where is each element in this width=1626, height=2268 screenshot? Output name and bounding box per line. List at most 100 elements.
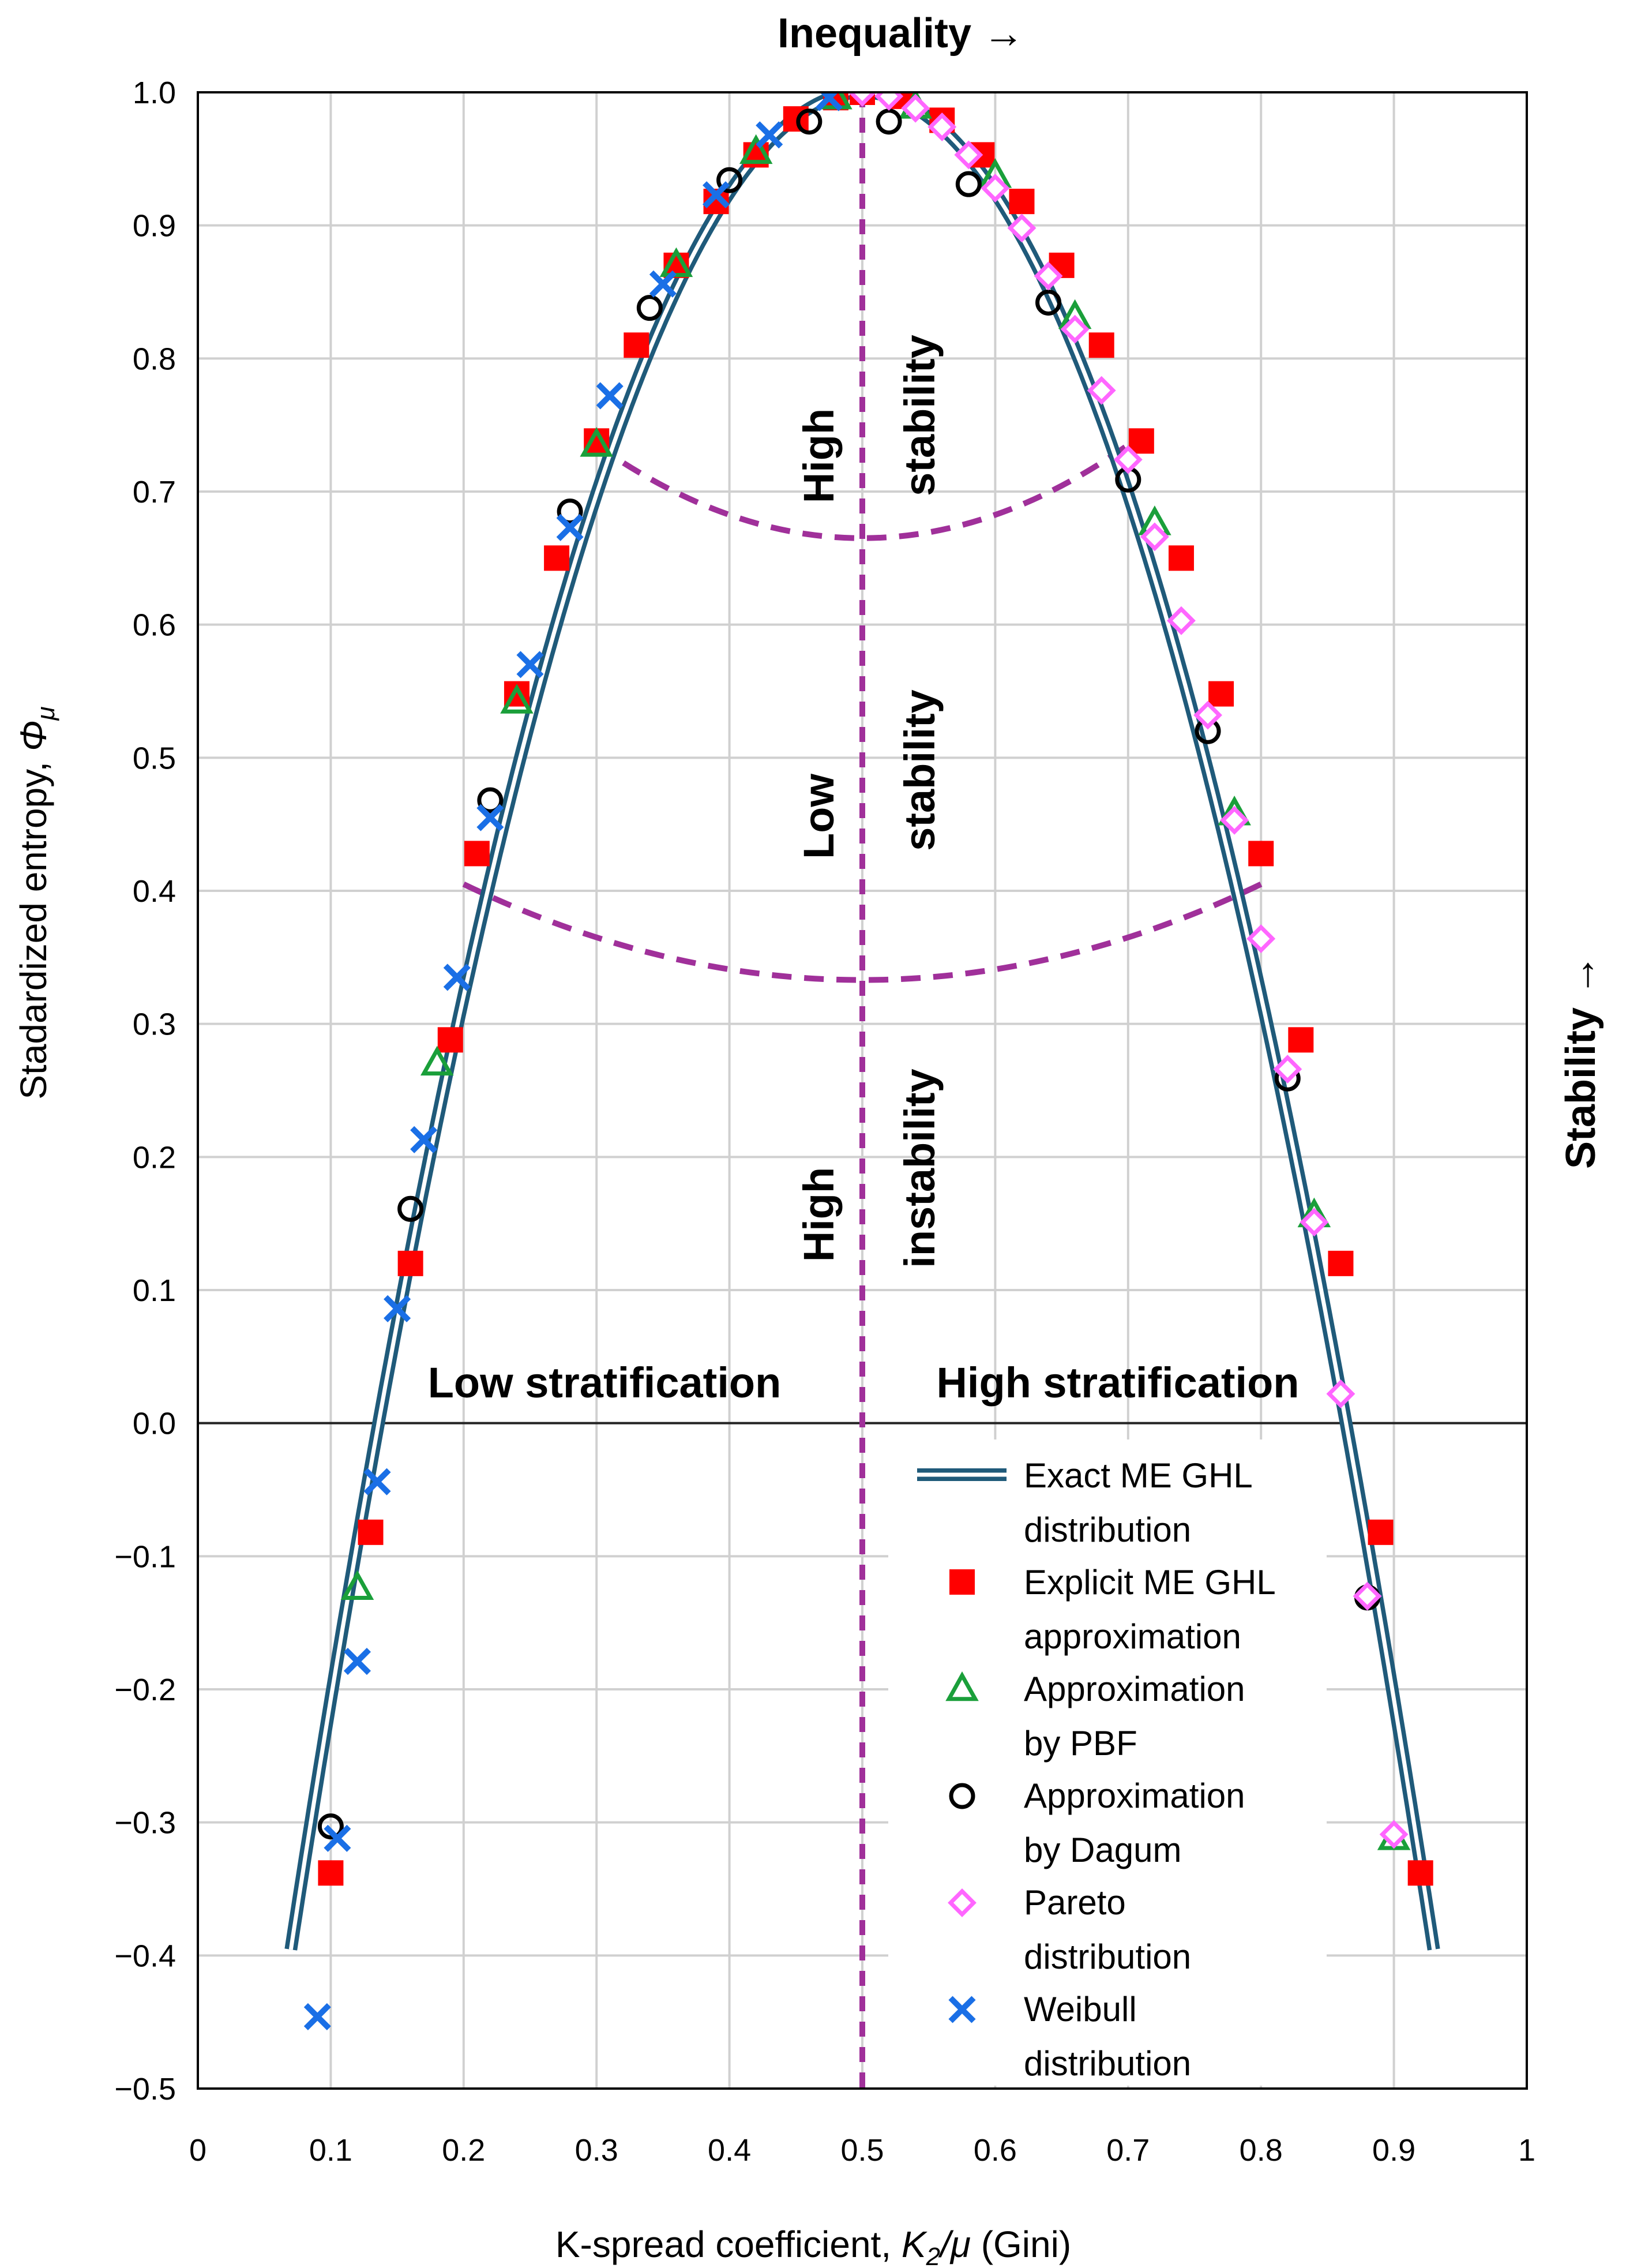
legend-exact-line1: Exact ME GHL xyxy=(1024,1456,1253,1495)
label-high-stability-2: stability xyxy=(896,335,944,496)
x-axis-title-suffix: (Gini) xyxy=(971,2224,1071,2265)
square-point-24 xyxy=(1248,841,1274,867)
square-point-6 xyxy=(544,545,570,571)
legend-square-symbol xyxy=(949,1569,975,1595)
label-low-stability-1: Low xyxy=(795,774,843,859)
exact-curve-inner xyxy=(288,92,1436,1950)
cross-point-4 xyxy=(384,1295,411,1322)
x-tick-label-3: 0.3 xyxy=(575,2133,618,2168)
label-low-stability-2: stability xyxy=(896,689,944,851)
legend: Exact ME GHL distribution Explicit ME GH… xyxy=(888,1439,1327,2086)
diamond-point-12 xyxy=(1167,606,1196,635)
cross-point-5 xyxy=(410,1126,438,1153)
square-point-2 xyxy=(397,1250,423,1276)
triangle-point-3 xyxy=(580,427,613,457)
cross-point-10 xyxy=(596,382,624,410)
plot-frame xyxy=(197,91,1528,2090)
legend-weibull-line2: distribution xyxy=(1024,2044,1191,2083)
cross-point-6 xyxy=(443,964,471,991)
x-axis-title: K-spread coefficient, K2/μ (Gini) xyxy=(555,2224,1071,2268)
x-axis-title-sub: 2 xyxy=(926,2243,940,2268)
square-point-4 xyxy=(464,841,490,867)
y-tick-labels: −0.5 −0.4 −0.3 −0.2 −0.1 0.0 0.1 0.2 0.3 0.4 0.5 0.… xyxy=(114,76,176,2106)
legend-symbols xyxy=(917,1468,1007,2023)
y-tick-label-13: 0.8 xyxy=(133,342,176,376)
circle-point-6 xyxy=(796,108,823,135)
cross-point-8 xyxy=(516,651,544,678)
diamond-point-19 xyxy=(1353,1581,1382,1611)
cross-point-1 xyxy=(324,1824,351,1852)
square-point-18 xyxy=(1009,189,1035,215)
label-high-stratification: High stratification xyxy=(936,1359,1299,1407)
legend-exact-line2: distribution xyxy=(1024,1510,1191,1549)
y-tick-label-0: −0.5 xyxy=(114,2072,176,2106)
x-tick-label-5: 0.5 xyxy=(840,2133,884,2168)
square-point-0 xyxy=(318,1860,344,1886)
cross-point-13 xyxy=(756,121,783,149)
data-markers xyxy=(303,92,1433,2030)
diamond-point-0 xyxy=(848,92,877,107)
legend-pareto-line2: distribution xyxy=(1024,1937,1191,1976)
y-axis-title-var: Φ xyxy=(13,720,54,751)
diamond-point-9 xyxy=(1087,376,1116,405)
x-tick-label-0: 0 xyxy=(189,2133,206,2168)
circle-point-1 xyxy=(397,1195,424,1222)
x-tick-label-8: 0.8 xyxy=(1240,2133,1283,2168)
legend-explicit-line2: approximation xyxy=(1024,1617,1241,1656)
y-tick-label-14: 0.9 xyxy=(133,209,176,243)
diamond-point-17 xyxy=(1300,1208,1329,1237)
square-point-25 xyxy=(1288,1027,1314,1053)
triangle-point-5 xyxy=(739,134,773,164)
diamond-point-11 xyxy=(1140,522,1169,552)
diamond-point-2 xyxy=(901,93,930,123)
y-tick-label-5: 0.0 xyxy=(133,1407,176,1441)
triangle-point-1 xyxy=(420,1045,454,1076)
cross-point-14 xyxy=(815,92,843,111)
square-point-8 xyxy=(624,332,649,358)
diamond-point-4 xyxy=(954,140,983,170)
legend-explicit-line1: Explicit ME GHL xyxy=(1024,1563,1276,1602)
y-tick-label-6: 0.1 xyxy=(133,1273,176,1308)
diamond-point-20 xyxy=(1379,1820,1409,1849)
diamond-point-10 xyxy=(1113,445,1143,474)
legend-background xyxy=(888,1439,1327,2086)
y-tick-label-4: −0.1 xyxy=(114,1539,176,1574)
cross-point-7 xyxy=(476,804,504,831)
top-label: Inequality → xyxy=(778,10,1024,57)
y-tick-label-7: 0.2 xyxy=(133,1140,176,1175)
x-tick-label-2: 0.2 xyxy=(442,2133,485,2168)
diamond-point-14 xyxy=(1220,805,1249,835)
y-tick-label-3: −0.2 xyxy=(114,1673,176,1707)
region-dividers xyxy=(462,92,1263,2089)
legend-pbf-line1: Approximation xyxy=(1024,1670,1245,1708)
circle-point-2 xyxy=(477,787,504,814)
diamond-point-3 xyxy=(927,113,957,141)
cross-point-0 xyxy=(303,2003,331,2030)
triangle-point-0 xyxy=(340,1570,374,1600)
square-point-20 xyxy=(1088,332,1114,358)
y-tick-label-10: 0.5 xyxy=(133,741,176,775)
y-tick-label-1: −0.4 xyxy=(114,1939,176,1973)
circle-point-5 xyxy=(716,167,743,193)
circle-point-8 xyxy=(955,171,982,197)
diamond-point-6 xyxy=(1007,213,1037,243)
legend-pareto-line1: Pareto xyxy=(1024,1883,1126,1922)
circle-point-0 xyxy=(317,1813,344,1840)
cross-point-9 xyxy=(556,513,584,541)
square-point-28 xyxy=(1407,1860,1433,1886)
circle-point-4 xyxy=(636,295,663,321)
label-high-stability-1: High xyxy=(795,408,843,503)
x-tick-label-7: 0.7 xyxy=(1106,2133,1150,2168)
square-point-26 xyxy=(1328,1250,1354,1276)
y-tick-label-9: 0.4 xyxy=(133,874,176,909)
square-point-21 xyxy=(1128,428,1154,454)
x-axis-title-rest: /μ xyxy=(938,2224,971,2265)
right-label: Stability → xyxy=(1558,954,1604,1169)
cross-point-12 xyxy=(703,181,730,209)
square-point-1 xyxy=(358,1519,384,1545)
diamond-point-15 xyxy=(1246,924,1276,953)
y-tick-label-8: 0.3 xyxy=(133,1007,176,1042)
diamond-point-16 xyxy=(1273,1055,1302,1084)
circle-point-9 xyxy=(1035,289,1062,316)
